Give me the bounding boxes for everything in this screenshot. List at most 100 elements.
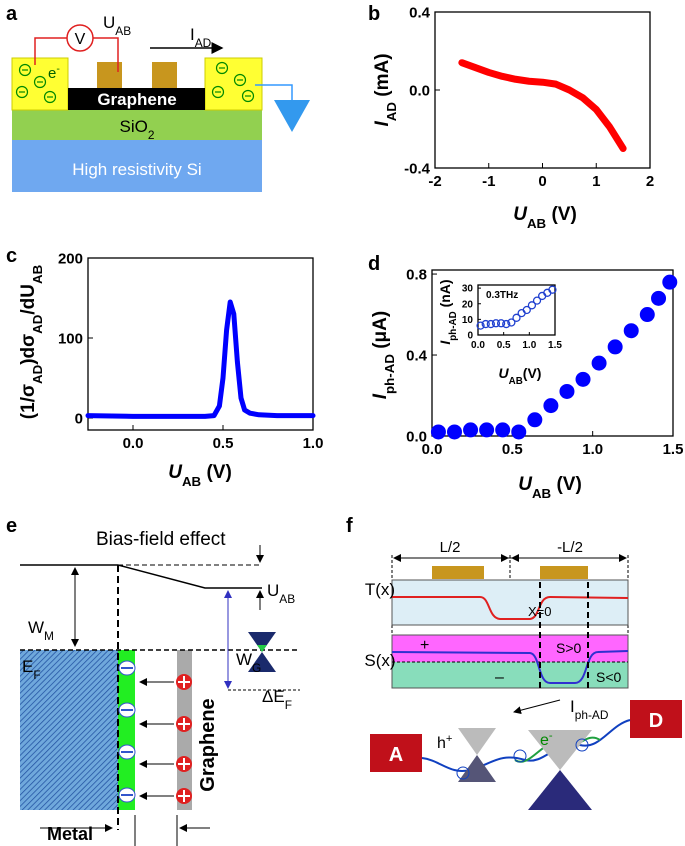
label: UAB [267,581,295,606]
data-line [458,59,627,152]
text-part: (V) [201,462,232,483]
text-part: )dσ [18,334,39,365]
seebeck-diagram: T(x) S(x) L/2 -L/2 X=0 + – S>0 S<0 Iph-A… [364,539,682,810]
label: WM [28,618,54,643]
y-tick-label: 0.8 [406,266,427,283]
text-part: U [513,204,528,225]
carrier [456,766,470,780]
label: – [495,669,504,686]
label: S(x) [364,651,395,670]
label: SiO2 [120,117,155,142]
panel-label: a [6,3,18,25]
label: T(x) [365,580,395,599]
text-part: e [48,65,56,82]
x-tick-label: 0.0 [471,340,485,351]
text-part: - [56,63,60,75]
data-point [507,318,516,327]
curve [392,595,629,620]
electrode [432,566,484,579]
label: S<0 [596,669,622,685]
data-point [522,305,531,315]
text-part: U [267,581,279,600]
text-part: (mA) [372,53,393,102]
panel-label: c [6,245,17,267]
text-part: M [44,629,54,643]
label: V [75,31,86,48]
y-tick-label: 0 [467,331,473,342]
charge [178,758,190,770]
label: D [649,710,663,732]
curve [391,650,629,684]
contact [204,57,263,111]
data-point [491,319,501,328]
x-tick-label: 1.5 [548,340,562,351]
text-part: h [437,735,446,752]
text-part: AB [30,265,45,284]
label: A [389,744,403,766]
label: Iph-AD [570,697,609,722]
data-point [502,319,511,329]
wire [421,719,631,772]
label: X=0 [528,604,552,619]
text-part: e [540,732,549,749]
x-tick-label: 0 [538,173,546,190]
data-point [651,290,667,306]
plot-frame [431,269,674,437]
data-point [548,285,557,294]
text-part: F [285,698,292,712]
wire [93,37,119,72]
y-axis-label: (1/σAD)dσAD/dUAB [18,265,45,419]
carrier [575,738,589,752]
cone [458,755,496,782]
band-diagram: Bias-field effect UAB WM WG EF ΔEF Graph… [20,529,300,846]
cone [458,728,496,755]
arrow [513,699,561,715]
text-part: SiO [120,117,148,136]
text-part: G [252,661,261,675]
text-part: W [236,650,252,669]
x-tick-label: 1 [592,173,600,190]
data-point [623,323,639,339]
text-part: - [549,730,553,742]
text-part: I [437,340,453,345]
x-tick-label: 1.0 [303,435,324,452]
panel-label: d [368,253,380,275]
label: L/2 [440,539,461,556]
electron [233,73,247,87]
data-point [527,301,537,310]
electron [18,63,32,77]
data-point [511,424,527,440]
label: -L/2 [557,539,583,556]
electron [211,85,225,99]
x-tick-label: 1.5 [663,441,684,458]
label: + [420,637,429,654]
contact-box [370,734,422,772]
x-tick-label: -2 [428,173,441,190]
plot-frame [87,257,314,431]
x-tick-label: 2 [646,173,654,190]
cone [248,652,276,672]
data-point [662,274,678,290]
electron [241,89,255,103]
electron [43,90,57,104]
text-part: U [168,462,183,483]
text-part: AB [527,216,546,231]
data-point [591,355,607,371]
cone [248,632,276,652]
x-tick-label: 0.5 [502,441,523,458]
text-part: (μA) [370,311,391,354]
panel-label: b [368,3,380,25]
x-tick-label: -1 [482,173,495,190]
text-part: AB [509,376,523,387]
text-part: I [372,121,393,127]
data-point [486,319,495,329]
text-part: U [103,13,115,32]
plot-frame [477,284,556,336]
text-part: (V) [551,474,582,495]
contact-box [630,700,682,738]
text-part: ph-AD [448,311,459,340]
text-part: ph-AD [575,708,609,722]
data-point [496,319,506,328]
text-part: AB [532,486,551,501]
y-tick-label: 100 [58,330,83,347]
